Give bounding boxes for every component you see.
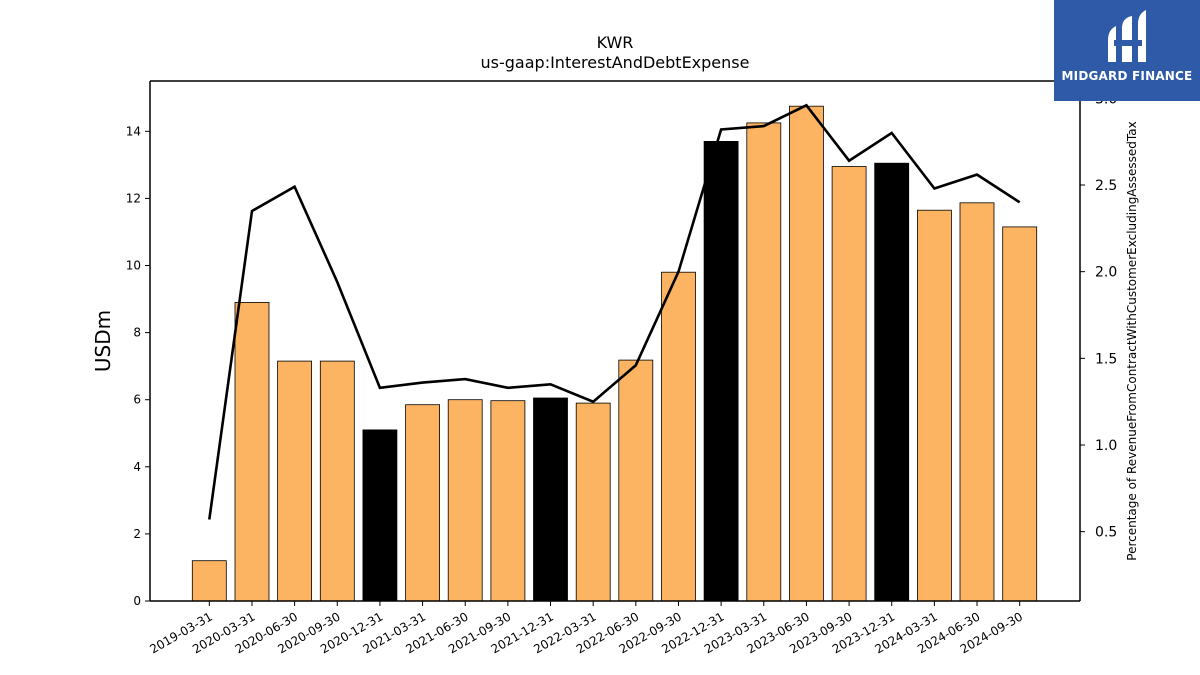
bar	[362, 429, 398, 602]
bar	[874, 162, 910, 602]
chart-subtitle: us-gaap:InterestAndDebtExpense	[480, 53, 750, 72]
bar	[917, 209, 952, 602]
bar	[575, 402, 611, 602]
y2-tick-label: 2.0	[1095, 265, 1117, 281]
chart-title: KWR	[596, 33, 634, 52]
series-line	[208, 103, 1021, 520]
y-axis-label: USDm	[91, 310, 115, 372]
bar	[533, 397, 568, 602]
bar	[746, 122, 782, 602]
y2-tick-label: 1.0	[1095, 438, 1117, 454]
midgard-finance-logo: MIDGARD FINANCE	[1054, 0, 1200, 101]
y-tick-label: 2	[133, 527, 141, 541]
bar	[490, 400, 526, 602]
bar	[1002, 226, 1038, 602]
logo-text: MIDGARD FINANCE	[1061, 69, 1193, 83]
y-tick-label: 12	[126, 191, 141, 205]
bar	[277, 360, 313, 602]
bar	[703, 140, 739, 602]
y2-axis-label: Percentage of RevenueFromContractWithCus…	[1125, 121, 1139, 560]
y2-tick-label: 2.5	[1095, 178, 1117, 194]
bar	[661, 271, 696, 602]
y-tick-label: 8	[133, 326, 141, 340]
y-tick-label: 4	[133, 460, 141, 474]
y-tick-label: 6	[133, 393, 141, 407]
y-tick-label: 10	[126, 259, 141, 273]
bar	[191, 560, 227, 602]
bar	[618, 359, 654, 602]
bar	[447, 399, 483, 602]
logo-mark-icon	[1108, 10, 1146, 62]
y-tick-label: 0	[133, 594, 141, 608]
bar	[234, 301, 270, 602]
bar	[959, 202, 995, 602]
y2-tick-label: 1.5	[1095, 351, 1117, 367]
bar	[319, 360, 355, 602]
y2-tick-label: 0.5	[1095, 525, 1117, 541]
bar	[405, 404, 441, 602]
bar	[789, 105, 824, 602]
bar	[831, 166, 867, 602]
y-tick-label: 14	[126, 124, 141, 138]
